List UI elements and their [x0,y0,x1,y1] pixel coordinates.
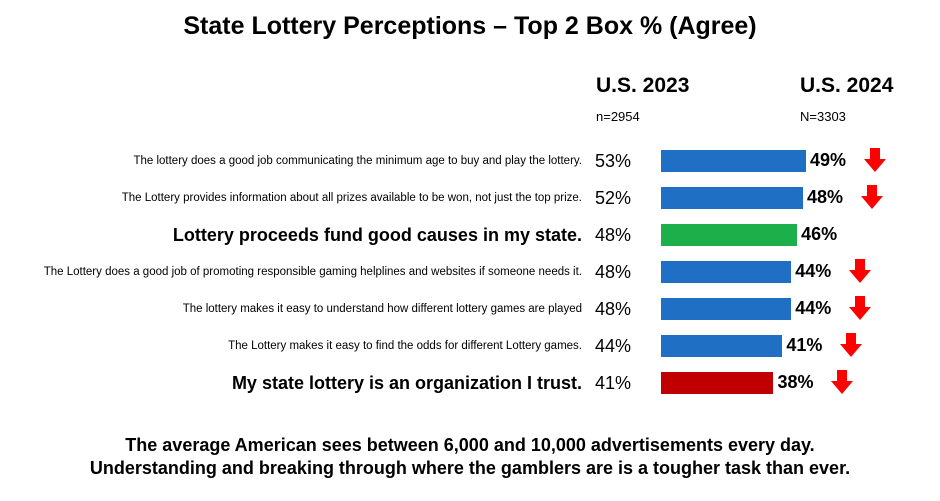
down-arrow-icon [840,333,863,357]
value-2024: 44% [795,298,832,318]
value-2024: 41% [786,335,823,355]
column-header-2023: U.S. 2023 [596,74,690,97]
bar-2024 [661,372,774,394]
column-header-2024: U.S. 2024 [800,74,894,97]
value-2023: 52% [595,188,632,208]
value-2024: 48% [807,187,844,207]
down-arrow-shape [831,370,854,394]
bar-2024 [661,261,792,283]
value-2024: 46% [801,224,838,244]
row-label: The lottery makes it easy to understand … [182,303,582,315]
bar-2024 [661,335,783,357]
down-arrow-icon [864,148,886,172]
column-sample-2024: N=3303 [800,109,846,124]
down-arrow-shape [861,185,884,209]
row-label: My state lottery is an organization I tr… [231,373,582,393]
value-2023: 44% [595,336,632,356]
down-arrow-shape [849,296,872,320]
down-arrow-icon [849,259,872,283]
row-label: Lottery proceeds fund good causes in my … [172,225,582,245]
footer-line-2: Understanding and breaking through where… [89,458,851,478]
value-2023: 53% [595,151,632,171]
row-label: The Lottery does a good job of promoting… [43,266,582,278]
row-label: The Lottery makes it easy to find the od… [228,340,582,352]
chart-title: State Lottery Perceptions – Top 2 Box % … [183,12,757,40]
bar-2024 [661,298,792,320]
footer-line-1: The average American sees between 6,000 … [125,435,815,455]
down-arrow-icon [861,185,884,209]
value-2024: 49% [810,150,847,170]
value-2024: 44% [795,261,832,281]
down-arrow-icon [831,370,854,394]
value-2023: 48% [595,262,632,282]
value-2024: 38% [777,372,814,392]
bar-2024 [661,224,798,246]
down-arrow-shape [864,148,886,172]
down-arrow-shape [849,259,872,283]
down-arrow-icon [849,296,872,320]
row-label: The lottery does a good job communicatin… [133,155,582,167]
value-2023: 41% [595,373,632,393]
column-sample-2023: n=2954 [596,109,640,124]
bar-2024 [661,187,803,209]
down-arrow-shape [840,333,863,357]
row-label: The Lottery provides information about a… [121,192,582,204]
bar-2024 [661,150,806,172]
value-2023: 48% [595,299,632,319]
value-2023: 48% [595,225,632,245]
